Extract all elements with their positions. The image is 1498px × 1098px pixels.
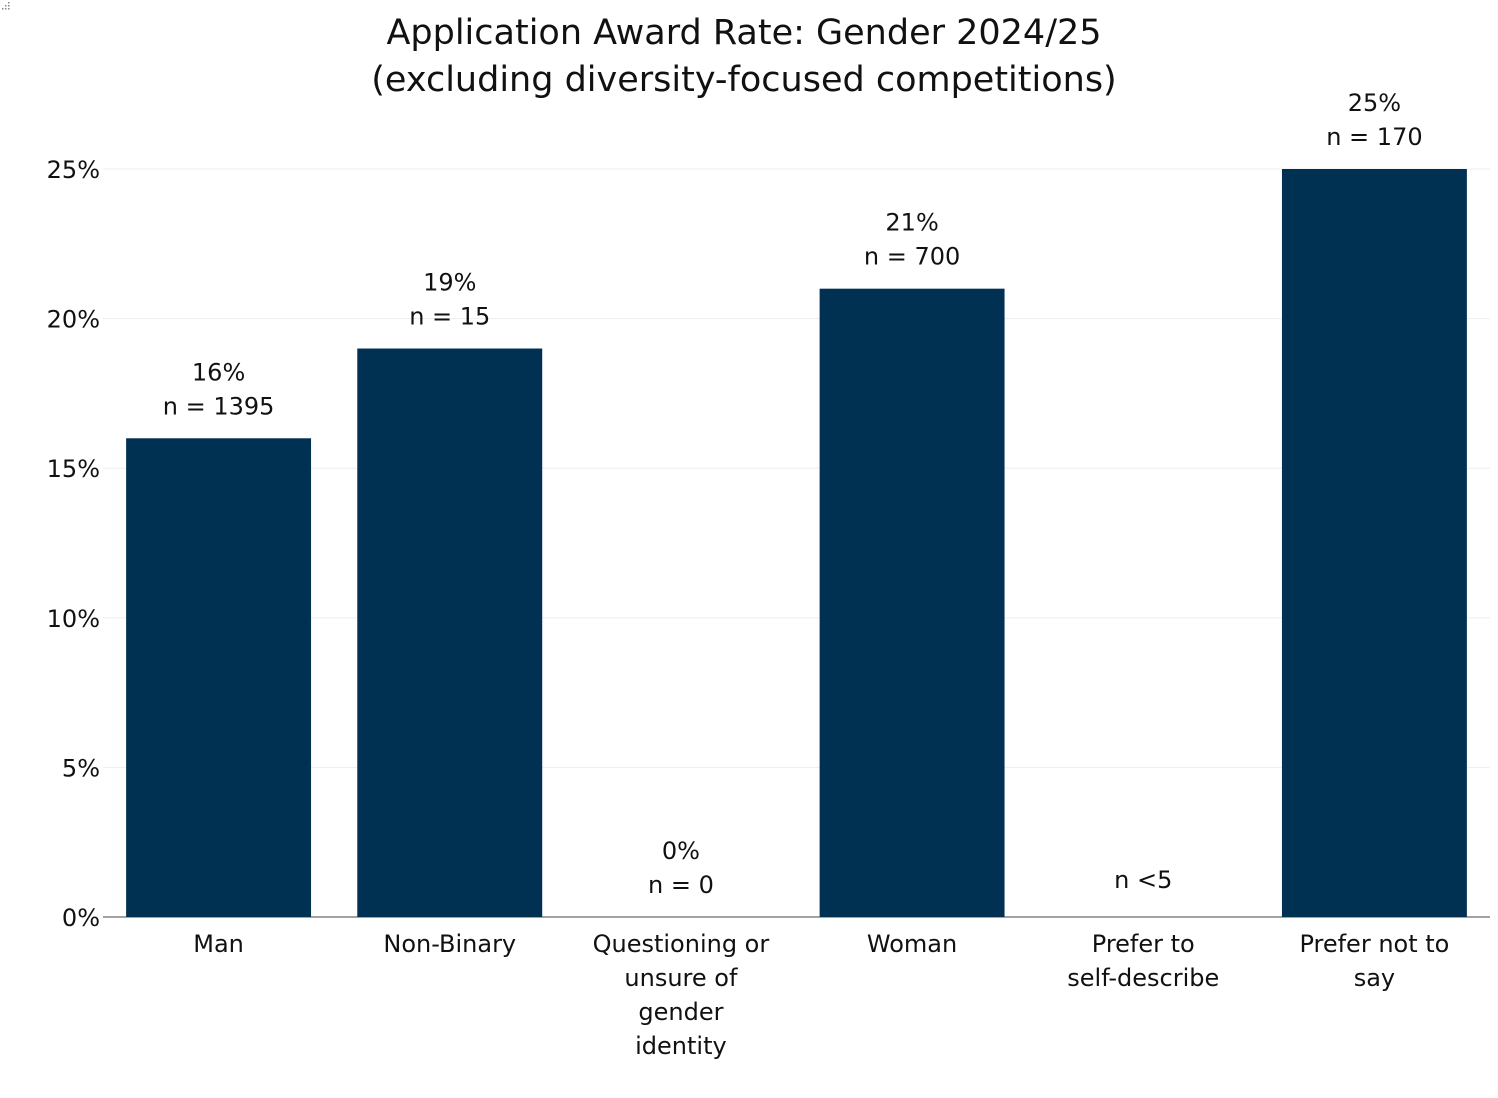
y-tick-label: 20% — [47, 306, 100, 334]
data-label: 0% — [662, 837, 700, 865]
x-tick-label: Questioning or — [593, 930, 770, 958]
y-tick-label: 5% — [62, 754, 100, 782]
data-label: 19% — [423, 269, 476, 297]
bar — [126, 438, 312, 917]
chart-title-line-1: Application Award Rate: Gender 2024/25 — [386, 13, 1101, 53]
resize-grip-icon[interactable] — [0, 0, 10, 10]
data-label: n <5 — [1114, 866, 1172, 894]
data-label: n = 0 — [648, 871, 714, 899]
x-tick-label: Prefer not to — [1299, 930, 1449, 958]
data-label: n = 15 — [409, 303, 490, 331]
x-tick-label: Woman — [867, 930, 957, 958]
data-label: 25% — [1348, 89, 1401, 117]
x-tick-label: self-describe — [1067, 964, 1219, 992]
data-label: n = 1395 — [163, 392, 275, 420]
y-tick-label: 10% — [47, 605, 100, 633]
data-label: 21% — [885, 209, 938, 237]
x-tick-label: Man — [193, 930, 244, 958]
data-label: 16% — [192, 358, 245, 386]
bar — [357, 348, 543, 917]
x-tick-label: identity — [635, 1032, 727, 1060]
x-tick-label: say — [1354, 964, 1395, 992]
data-label: n = 170 — [1326, 123, 1422, 151]
x-tick-label: Prefer to — [1092, 930, 1195, 958]
y-tick-label: 0% — [62, 904, 100, 932]
y-tick-label: 15% — [47, 455, 100, 483]
y-tick-label: 25% — [47, 156, 100, 184]
data-label: n = 700 — [864, 243, 960, 271]
chart-title-line-2: (excluding diversity-focused competition… — [371, 60, 1116, 100]
x-tick-label: gender — [638, 998, 723, 1026]
x-tick-label: Non-Binary — [383, 930, 516, 958]
bar — [1281, 169, 1467, 917]
x-tick-label: unsure of — [624, 964, 738, 992]
bar — [819, 288, 1005, 917]
